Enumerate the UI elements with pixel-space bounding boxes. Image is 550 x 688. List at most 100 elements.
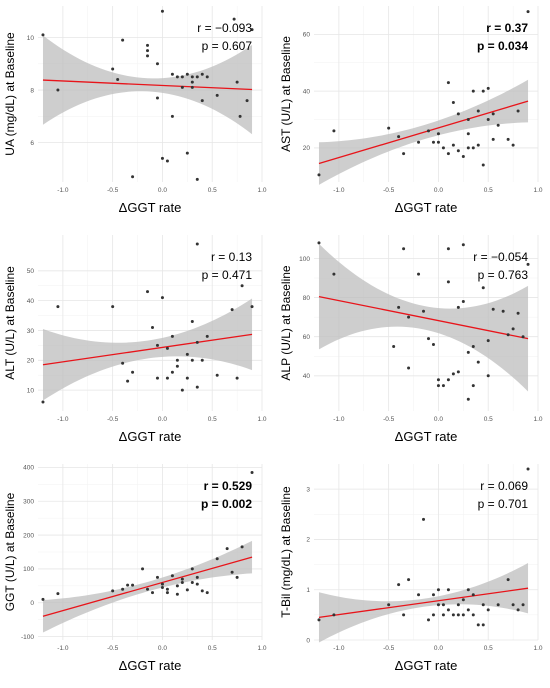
y-tick-label: 60 — [303, 334, 311, 341]
regression-line — [42, 79, 253, 91]
y-tick-label: 2 — [306, 537, 310, 544]
data-point — [481, 163, 485, 167]
r-value-label: r = 0.069 — [480, 479, 528, 493]
data-point — [417, 593, 421, 597]
data-point — [436, 603, 440, 607]
data-point — [121, 38, 125, 42]
data-point — [175, 364, 179, 368]
data-point — [160, 296, 164, 300]
x-tick-label: -0.5 — [107, 187, 119, 194]
data-point — [131, 370, 135, 374]
data-point — [170, 72, 174, 76]
data-point — [131, 175, 135, 179]
data-point — [387, 126, 391, 130]
data-point — [441, 384, 445, 388]
data-point — [235, 376, 239, 380]
data-point — [185, 352, 189, 356]
data-point — [481, 603, 485, 607]
data-point — [476, 360, 480, 364]
data-point — [486, 118, 490, 122]
data-point — [476, 143, 480, 147]
data-point — [190, 85, 194, 89]
data-point — [511, 603, 515, 607]
data-point — [446, 378, 450, 382]
data-point — [496, 603, 500, 607]
x-axis-label: ΔGGT rate — [119, 200, 182, 215]
data-point — [511, 327, 515, 331]
p-value-label: p = 0.002 — [201, 497, 252, 511]
data-point — [436, 132, 440, 136]
data-point — [422, 309, 426, 313]
data-point — [155, 575, 159, 579]
data-point — [165, 346, 169, 350]
x-tick-label: -1.0 — [333, 187, 345, 194]
data-point — [476, 109, 480, 113]
data-point — [516, 109, 520, 113]
x-tick-label: 1.0 — [533, 416, 542, 423]
data-point — [466, 588, 470, 592]
x-tick-label: 0.0 — [158, 187, 167, 194]
data-point — [175, 358, 179, 362]
data-point — [466, 350, 470, 354]
p-value-label: p = 0.471 — [202, 268, 253, 282]
panel-svg: -1.0 -0.5 0.0 0.5 1.0 40 60 80 100 ΔGGT rate ALP (… — [279, 235, 543, 444]
data-point — [195, 340, 199, 344]
p-value-label: p = 0.607 — [202, 39, 253, 53]
scatter-panel-5: -1.0 -0.5 0.0 0.5 1.0 -100 0 100 200 300 400 ΔGGT r… — [0, 458, 270, 683]
data-point — [486, 86, 490, 90]
data-point — [426, 618, 430, 622]
data-point — [511, 143, 515, 147]
data-point — [456, 305, 460, 309]
data-point — [245, 99, 249, 103]
data-point — [195, 177, 199, 181]
data-point — [516, 608, 520, 612]
data-point — [180, 85, 184, 89]
data-point — [250, 28, 254, 32]
data-point — [521, 603, 525, 607]
y-tick-label: 20 — [27, 358, 35, 365]
x-tick-label: -0.5 — [107, 645, 119, 652]
x-tick-label: -0.5 — [383, 645, 395, 652]
data-point — [436, 378, 440, 382]
data-point — [41, 597, 45, 601]
data-point — [160, 582, 164, 586]
data-point — [466, 118, 470, 122]
data-point — [481, 623, 485, 627]
r-value-label: r = 0.529 — [204, 479, 253, 493]
data-point — [471, 146, 475, 150]
x-tick-label: 0.5 — [208, 187, 217, 194]
data-point — [446, 608, 450, 612]
data-point — [431, 343, 435, 347]
data-point — [190, 320, 194, 324]
data-point — [481, 89, 485, 93]
data-point — [205, 334, 209, 338]
x-tick-label: -0.5 — [107, 416, 119, 423]
data-point — [402, 152, 406, 156]
data-point — [387, 603, 391, 607]
panel-svg: -1.0 -0.5 0.0 0.5 1.0 6 8 10 ΔGGT rate UA (mg/dL)… — [3, 6, 267, 215]
data-point — [407, 315, 411, 319]
data-point — [195, 75, 199, 79]
data-point — [56, 88, 60, 92]
data-point — [451, 101, 455, 105]
x-tick-label: -0.5 — [383, 187, 395, 194]
scatter-panel-1: -1.0 -0.5 0.0 0.5 1.0 6 8 10 ΔGGT rate UA (mg/dL)… — [0, 0, 270, 225]
x-tick-label: 1.0 — [257, 416, 266, 423]
data-point — [506, 333, 510, 337]
data-point — [111, 305, 115, 309]
data-point — [471, 344, 475, 348]
data-point — [407, 366, 411, 370]
data-point — [160, 9, 164, 13]
x-tick-label: -1.0 — [57, 416, 69, 423]
data-point — [461, 613, 465, 617]
data-point — [491, 307, 495, 311]
data-point — [116, 78, 120, 82]
y-axis-label: GGT (U/L) at Baseline — [3, 492, 17, 611]
data-point — [501, 309, 505, 313]
r-value-label: r = −0.093 — [197, 21, 252, 35]
data-point — [481, 286, 485, 290]
data-point — [486, 374, 490, 378]
x-tick-label: 0.0 — [158, 416, 167, 423]
data-point — [150, 591, 154, 595]
